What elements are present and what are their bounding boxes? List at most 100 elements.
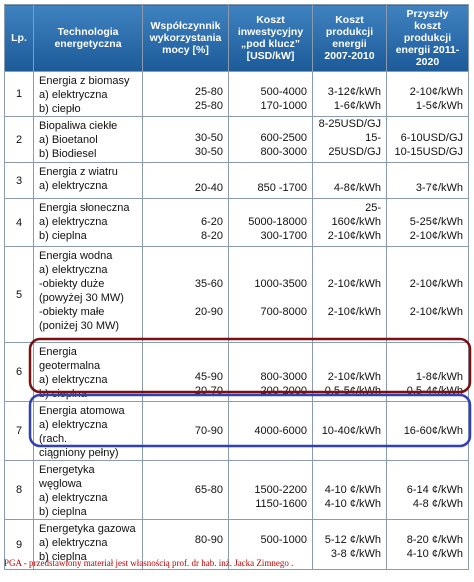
table-row: 2 Biopaliwa ciekłe a) Bioetanol b) Biodiese…	[4, 116, 469, 163]
table-row: 5 Energia wodna a) elektryczna -obiekty duż…	[4, 246, 469, 343]
cell-line: 25-160¢/kWh	[331, 202, 381, 228]
table-row: 3 Energia z wiatru a) elektryczna 20-40 850 …	[4, 162, 469, 199]
table-row: 8 Energetyka węglowa a) elektryczna b) ciep…	[4, 460, 469, 520]
future-cell: 8-20 ¢/kWh 4-10 ¢/kWh	[386, 519, 469, 570]
row-number: 1	[4, 71, 34, 117]
cell-line: 20-40	[194, 182, 223, 194]
cost-cell: 1000-3500 700-8000	[228, 246, 313, 343]
cell-line: Energetyka węglowa	[39, 464, 95, 490]
red-highlight	[28, 337, 472, 394]
cell-line: 1150-1600	[255, 498, 307, 510]
factor-cell: 35-60 20-90	[142, 246, 229, 343]
row-number: 2	[4, 116, 34, 163]
cell-line: 4000-6000	[254, 425, 307, 437]
header-cell: Lp.	[4, 4, 34, 72]
future-cell: 16-60¢/kWh	[386, 401, 469, 461]
cell-line: 35-60	[194, 278, 223, 290]
cell-line: 800-3000	[260, 146, 308, 158]
cell-line: 20-90	[194, 306, 223, 318]
cost-cell: 500-1000	[228, 519, 313, 570]
blue-highlight	[28, 393, 472, 448]
cell-line: 2-10¢/kWh	[327, 306, 381, 318]
row-number: 9	[4, 519, 34, 570]
cell-line: 25-80	[194, 100, 223, 112]
cell-line: b) cieplna	[39, 551, 87, 563]
cell-line: 4-10 ¢/kWh	[324, 498, 381, 510]
cell-line: 45-90	[194, 371, 223, 383]
cell-line: a) elektryczna	[39, 374, 108, 386]
future-cell: 6-10USD/GJ 10-15USD/GJ	[386, 116, 469, 163]
cell-line: 4-8¢/kWh	[333, 182, 381, 194]
cell-line: Energia wodna	[39, 250, 113, 262]
cell-line: ciągniony pełny)	[39, 447, 119, 459]
prod-cell: 25-160¢/kWh 2-10¢/kWh	[312, 198, 387, 247]
cell-line: a) elektryczna	[39, 216, 108, 228]
cell-line: b) Biodiesel	[39, 148, 97, 160]
cell-line: 3-7¢/kWh	[415, 182, 463, 194]
cell-line: Energia z biomasy	[39, 75, 130, 87]
cell-line: 2-10¢/kWh	[409, 306, 463, 318]
cell-line: 5-25¢/kWh	[409, 216, 463, 228]
row-number: 4	[4, 198, 34, 247]
footer: PGA - przedstawiony materiał jest własno…	[4, 558, 294, 568]
cell-line: 65-80	[194, 484, 223, 496]
future-cell: 6-14 ¢/kWh 4-8 ¢/kWh	[386, 460, 469, 520]
cell-line: (poniżej 30 MW)	[39, 320, 120, 332]
cell-line: 1500-2200	[254, 484, 307, 496]
cell-line: 3-12¢/kWh	[327, 86, 381, 98]
prod-cell: 4-8¢/kWh	[312, 162, 387, 199]
cell-line: -obiekty małe	[39, 306, 105, 318]
cell-line: a) elektryczna	[39, 89, 108, 101]
cell-line: a) Bioetanol	[39, 134, 98, 146]
header-cell: Koszt produkcji energii 2007-2010	[312, 4, 387, 72]
cell-line: 5000-18000	[248, 216, 307, 228]
tech-cell: Energetyka węglowa a) elektryczna b) ciepl…	[33, 460, 143, 520]
cell-line: 8-25USD/GJ	[318, 118, 381, 130]
cell-line: (powyżej 30 MW)	[39, 292, 124, 304]
cell-line: a) elektryczna	[39, 180, 108, 192]
cell-line: a) elektryczna	[39, 264, 108, 276]
cell-line: 3-8 ¢/kWh	[330, 548, 381, 560]
cell-line: a) elektryczna	[39, 537, 108, 549]
factor-cell: 30-50 30-50	[142, 116, 229, 163]
future-cell: 2-10¢/kWh 2-10¢/kWh	[386, 246, 469, 343]
cell-line: 2-10¢/kWh	[409, 86, 463, 98]
cell-line: 6-10USD/GJ	[400, 132, 463, 144]
cell-line: 800-3000	[260, 371, 308, 383]
table-row: 9 Energetyka gazowa a) elektryczna b) ciepl…	[4, 519, 469, 570]
cell-line: 500-1000	[260, 534, 308, 546]
cell-line: 1000-3500	[254, 278, 307, 290]
cell-line: 6-14 ¢/kWh	[406, 484, 463, 496]
cell-line: 850 -1700	[257, 182, 307, 194]
tech-cell: Energetyka gazowa a) elektryczna b) ciepln…	[33, 519, 143, 570]
cell-line: 16-60¢/kWh	[403, 425, 463, 437]
cell-line: 4-10 ¢/kWh	[324, 484, 381, 496]
cell-line: Energia geotermalna	[39, 346, 101, 372]
cell-line: 15-25USD/GJ	[328, 132, 381, 158]
tech-cell: Energia z biomasy a) elektryczna b) ciepło	[33, 71, 143, 117]
factor-cell: 25-80 25-80	[142, 71, 229, 117]
factor-cell: 70-90	[142, 401, 229, 461]
cost-cell: 1500-2200 1150-1600	[228, 460, 313, 520]
cell-line: 2-10¢/kWh	[409, 230, 463, 242]
header-cell: Przyszły koszt produkcji energii 2011-20…	[386, 4, 469, 72]
cell-line: 2-10¢/kWh	[327, 230, 381, 242]
cell-line: 700-8000	[260, 306, 308, 318]
cell-line: 2-10¢/kWh	[327, 278, 381, 290]
cell-line: 500-4000	[260, 86, 308, 98]
header-cell: Współczynnik wykorzystania mocy [%]	[142, 4, 229, 72]
tech-cell: Energia słoneczna a) elektryczna b) ciepln…	[33, 198, 143, 247]
cell-line: 70-90	[194, 425, 223, 437]
factor-cell: 6-20 8-20	[142, 198, 229, 247]
cell-line: 4-10 ¢/kWh	[406, 548, 463, 560]
cell-line: 30-50	[194, 146, 223, 158]
cell-line: 1-5¢/kWh	[415, 100, 463, 112]
cell-line: Biopaliwa ciekłe	[39, 120, 118, 132]
future-cell: 2-10¢/kWh 1-5¢/kWh	[386, 71, 469, 117]
tech-cell: Energia z wiatru a) elektryczna	[33, 162, 143, 199]
cell-line: 10-40¢/kWh	[321, 425, 381, 437]
cell-line: 8-20	[200, 230, 223, 242]
cell-line: 8-20 ¢/kWh	[406, 534, 463, 546]
